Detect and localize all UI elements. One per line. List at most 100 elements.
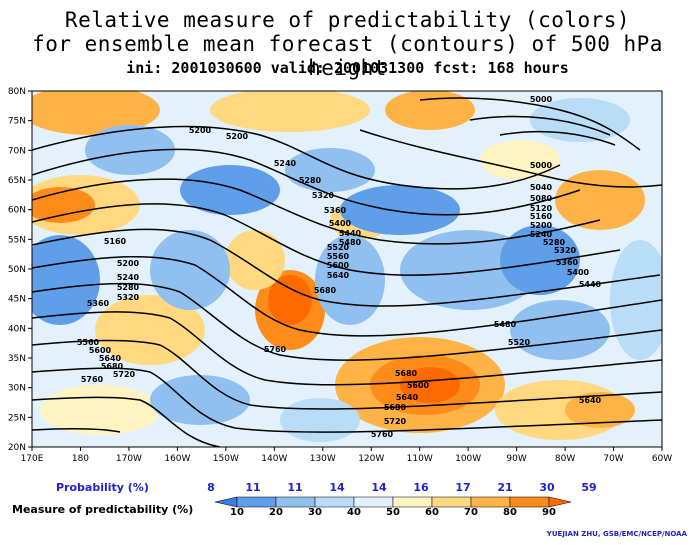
title-line-3: ini: 2001030600 valid: 2001031300 fcst: … [126, 59, 569, 77]
legend-probability-value: 21 [497, 481, 513, 494]
colorbar-segment [470, 496, 511, 508]
contour-label: 5480 [339, 238, 362, 247]
contour-label: 5360 [87, 299, 110, 308]
lon-label: 80W [555, 454, 575, 464]
colorbar-arrow-right [548, 496, 572, 508]
contour-label: 5320 [312, 191, 335, 200]
contour-label: 5680 [384, 403, 407, 412]
contour-label: 5240 [530, 230, 553, 239]
contour-label: 5280 [117, 283, 140, 292]
contour-label: 5200 [189, 126, 212, 135]
lon-label: 60W [652, 454, 672, 464]
legend-measure-value: 90 [542, 507, 556, 518]
legend-measure-value: 30 [308, 507, 322, 518]
title-line-2: for ensemble mean forecast (contours) of… [32, 32, 663, 80]
lon-label: 70W [603, 454, 623, 464]
legend-measure-value: 60 [425, 507, 439, 518]
contour-label: 5320 [117, 293, 140, 302]
contour-label: 5000 [530, 95, 553, 104]
legend-probability-value: 11 [245, 481, 261, 494]
contour-label: 5680 [395, 369, 418, 378]
lat-label: 45N [8, 295, 26, 305]
lat-label: 60N [8, 206, 26, 216]
contour-label: 5760 [81, 375, 104, 384]
lat-label: 50N [8, 265, 26, 275]
lat-label: 80N [8, 87, 26, 97]
contour-label: 5640 [327, 271, 350, 280]
colorbar-segment [509, 496, 550, 508]
colorbar-segment [236, 496, 277, 508]
lat-label: 55N [8, 235, 26, 245]
contour-label: 5520 [327, 243, 350, 252]
contour-label: 5680 [314, 286, 337, 295]
lon-label: 150W [213, 454, 239, 464]
contour-label: 5760 [264, 345, 287, 354]
contour-label: 5520 [508, 338, 531, 347]
lon-label: 180 [72, 454, 89, 464]
colorbar-segment [314, 496, 355, 508]
lat-label: 25N [8, 413, 26, 423]
lon-label: 120W [358, 454, 384, 464]
legend-colorbar [214, 496, 572, 508]
lon-label: 170W [116, 454, 142, 464]
legend-probability-value: 59 [581, 481, 597, 494]
lon-label: 160W [164, 454, 190, 464]
height-contours [32, 97, 662, 447]
contour-label: 5000 [530, 161, 553, 170]
contour-label: 5200 [226, 132, 249, 141]
contour-label: 5560 [77, 338, 100, 347]
contour-label: 5440 [339, 229, 362, 238]
contour-label: 5160 [104, 237, 127, 246]
legend-probability-value: 16 [413, 481, 429, 494]
legend-probability-value: 17 [455, 481, 471, 494]
contour-label: 5600 [407, 381, 430, 390]
colorbar-arrow-left [214, 496, 238, 508]
contour-label: 5760 [371, 430, 394, 439]
contour-label: 5280 [299, 176, 322, 185]
contour-label: 5640 [396, 393, 419, 402]
lat-label: 30N [8, 384, 26, 394]
contour-label: 5560 [327, 252, 350, 261]
contour-label: 5640 [99, 354, 122, 363]
lat-label: 40N [8, 324, 26, 334]
lat-axis: 80N 75N 70N 65N 60N 55N 50N 45N 40N 35N 30N 25N 20N [8, 87, 32, 453]
contour-label: 5080 [530, 194, 553, 203]
legend-measure-value: 70 [464, 507, 478, 518]
contour-label: 5280 [543, 238, 566, 247]
lon-label: 100W [455, 454, 481, 464]
lon-label: 170E [21, 454, 44, 464]
lat-label: 70N [8, 146, 26, 156]
legend-probability-value: 14 [371, 481, 387, 494]
lon-label: 90W [506, 454, 526, 464]
legend-measure-value: 10 [230, 507, 244, 518]
colorbar-segment [431, 496, 472, 508]
contour-label: 5640 [579, 396, 602, 405]
legend-probability-value: 11 [287, 481, 303, 494]
legend-measure-value: 80 [503, 507, 517, 518]
contour-label: 5400 [567, 268, 590, 277]
contour-label: 5600 [89, 346, 112, 355]
contour-label: 5680 [101, 362, 124, 371]
legend-measure-value: 40 [347, 507, 361, 518]
contour-label: 5600 [327, 261, 350, 270]
contour-labels: 5200520052405280532053605400544054805520… [77, 95, 602, 439]
contour-label: 5720 [113, 370, 136, 379]
legend-measure-value: 20 [269, 507, 283, 518]
colorbar-segment [275, 496, 316, 508]
contour-label: 5400 [329, 219, 352, 228]
contour-label: 5360 [556, 258, 579, 267]
contour-label: 5200 [117, 259, 140, 268]
lon-label: 130W [310, 454, 336, 464]
contour-label: 5040 [530, 183, 553, 192]
legend-probability-value: 8 [207, 481, 215, 494]
contour-label: 5240 [274, 159, 297, 168]
contour-label: 5480 [494, 320, 517, 329]
legend-measure-title: Measure of predictability (%) [12, 503, 194, 516]
contour-label: 5120 [530, 204, 553, 213]
lon-label: 110W [407, 454, 433, 464]
contour-label: 5720 [384, 417, 407, 426]
legend-measure-value: 50 [386, 507, 400, 518]
lat-label: 75N [8, 117, 26, 127]
lat-label: 65N [8, 176, 26, 186]
